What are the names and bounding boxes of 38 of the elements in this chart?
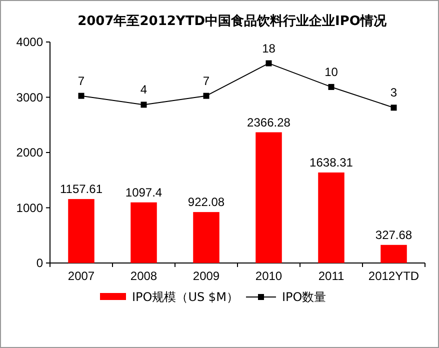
data-label: 10 (324, 64, 338, 79)
data-label: 7 (78, 74, 85, 88)
x-tick-label: 2010 (255, 269, 282, 283)
data-label: 3 (390, 86, 398, 100)
data-label: 1638.31 (310, 155, 354, 170)
x-tick-label: 2011 (318, 269, 344, 283)
data-label: 922.08 (188, 195, 225, 210)
bar (193, 212, 220, 263)
legend-label: IPO数量 (282, 290, 326, 304)
y-tick-label: 1000 (16, 200, 44, 215)
data-label: 4 (140, 82, 148, 97)
bar (380, 244, 407, 263)
data-label: 18 (262, 41, 276, 56)
point (328, 84, 334, 90)
y-tick-label: 0 (36, 256, 44, 270)
y-tick-label: 4000 (16, 35, 44, 49)
chart-title: 2007年至2012YTD中国食品饮料行业企业IPO情况 (78, 14, 388, 29)
bar (68, 199, 94, 263)
y-tick-label: 3000 (16, 90, 44, 104)
x-tick-label: 2012YTD (368, 269, 420, 283)
x-tick-label: 2007 (68, 269, 95, 283)
point (78, 92, 84, 99)
point (140, 102, 147, 108)
y-tick-label: 2000 (16, 146, 44, 160)
data-label: 7 (202, 74, 210, 88)
point (390, 104, 397, 111)
bar (130, 202, 157, 263)
bar (256, 132, 282, 263)
point (203, 92, 210, 99)
data-label: 327.68 (375, 228, 412, 242)
data-label: 1157.61 (60, 182, 103, 196)
data-label: 1097.4 (125, 185, 162, 200)
data-label: 2366.28 (247, 115, 291, 130)
x-tick-label: 2008 (130, 269, 158, 283)
point (266, 60, 272, 66)
legend-label: IPO规模（US $M） (132, 290, 238, 304)
bar (318, 172, 344, 263)
x-tick-label: 2009 (192, 269, 220, 283)
